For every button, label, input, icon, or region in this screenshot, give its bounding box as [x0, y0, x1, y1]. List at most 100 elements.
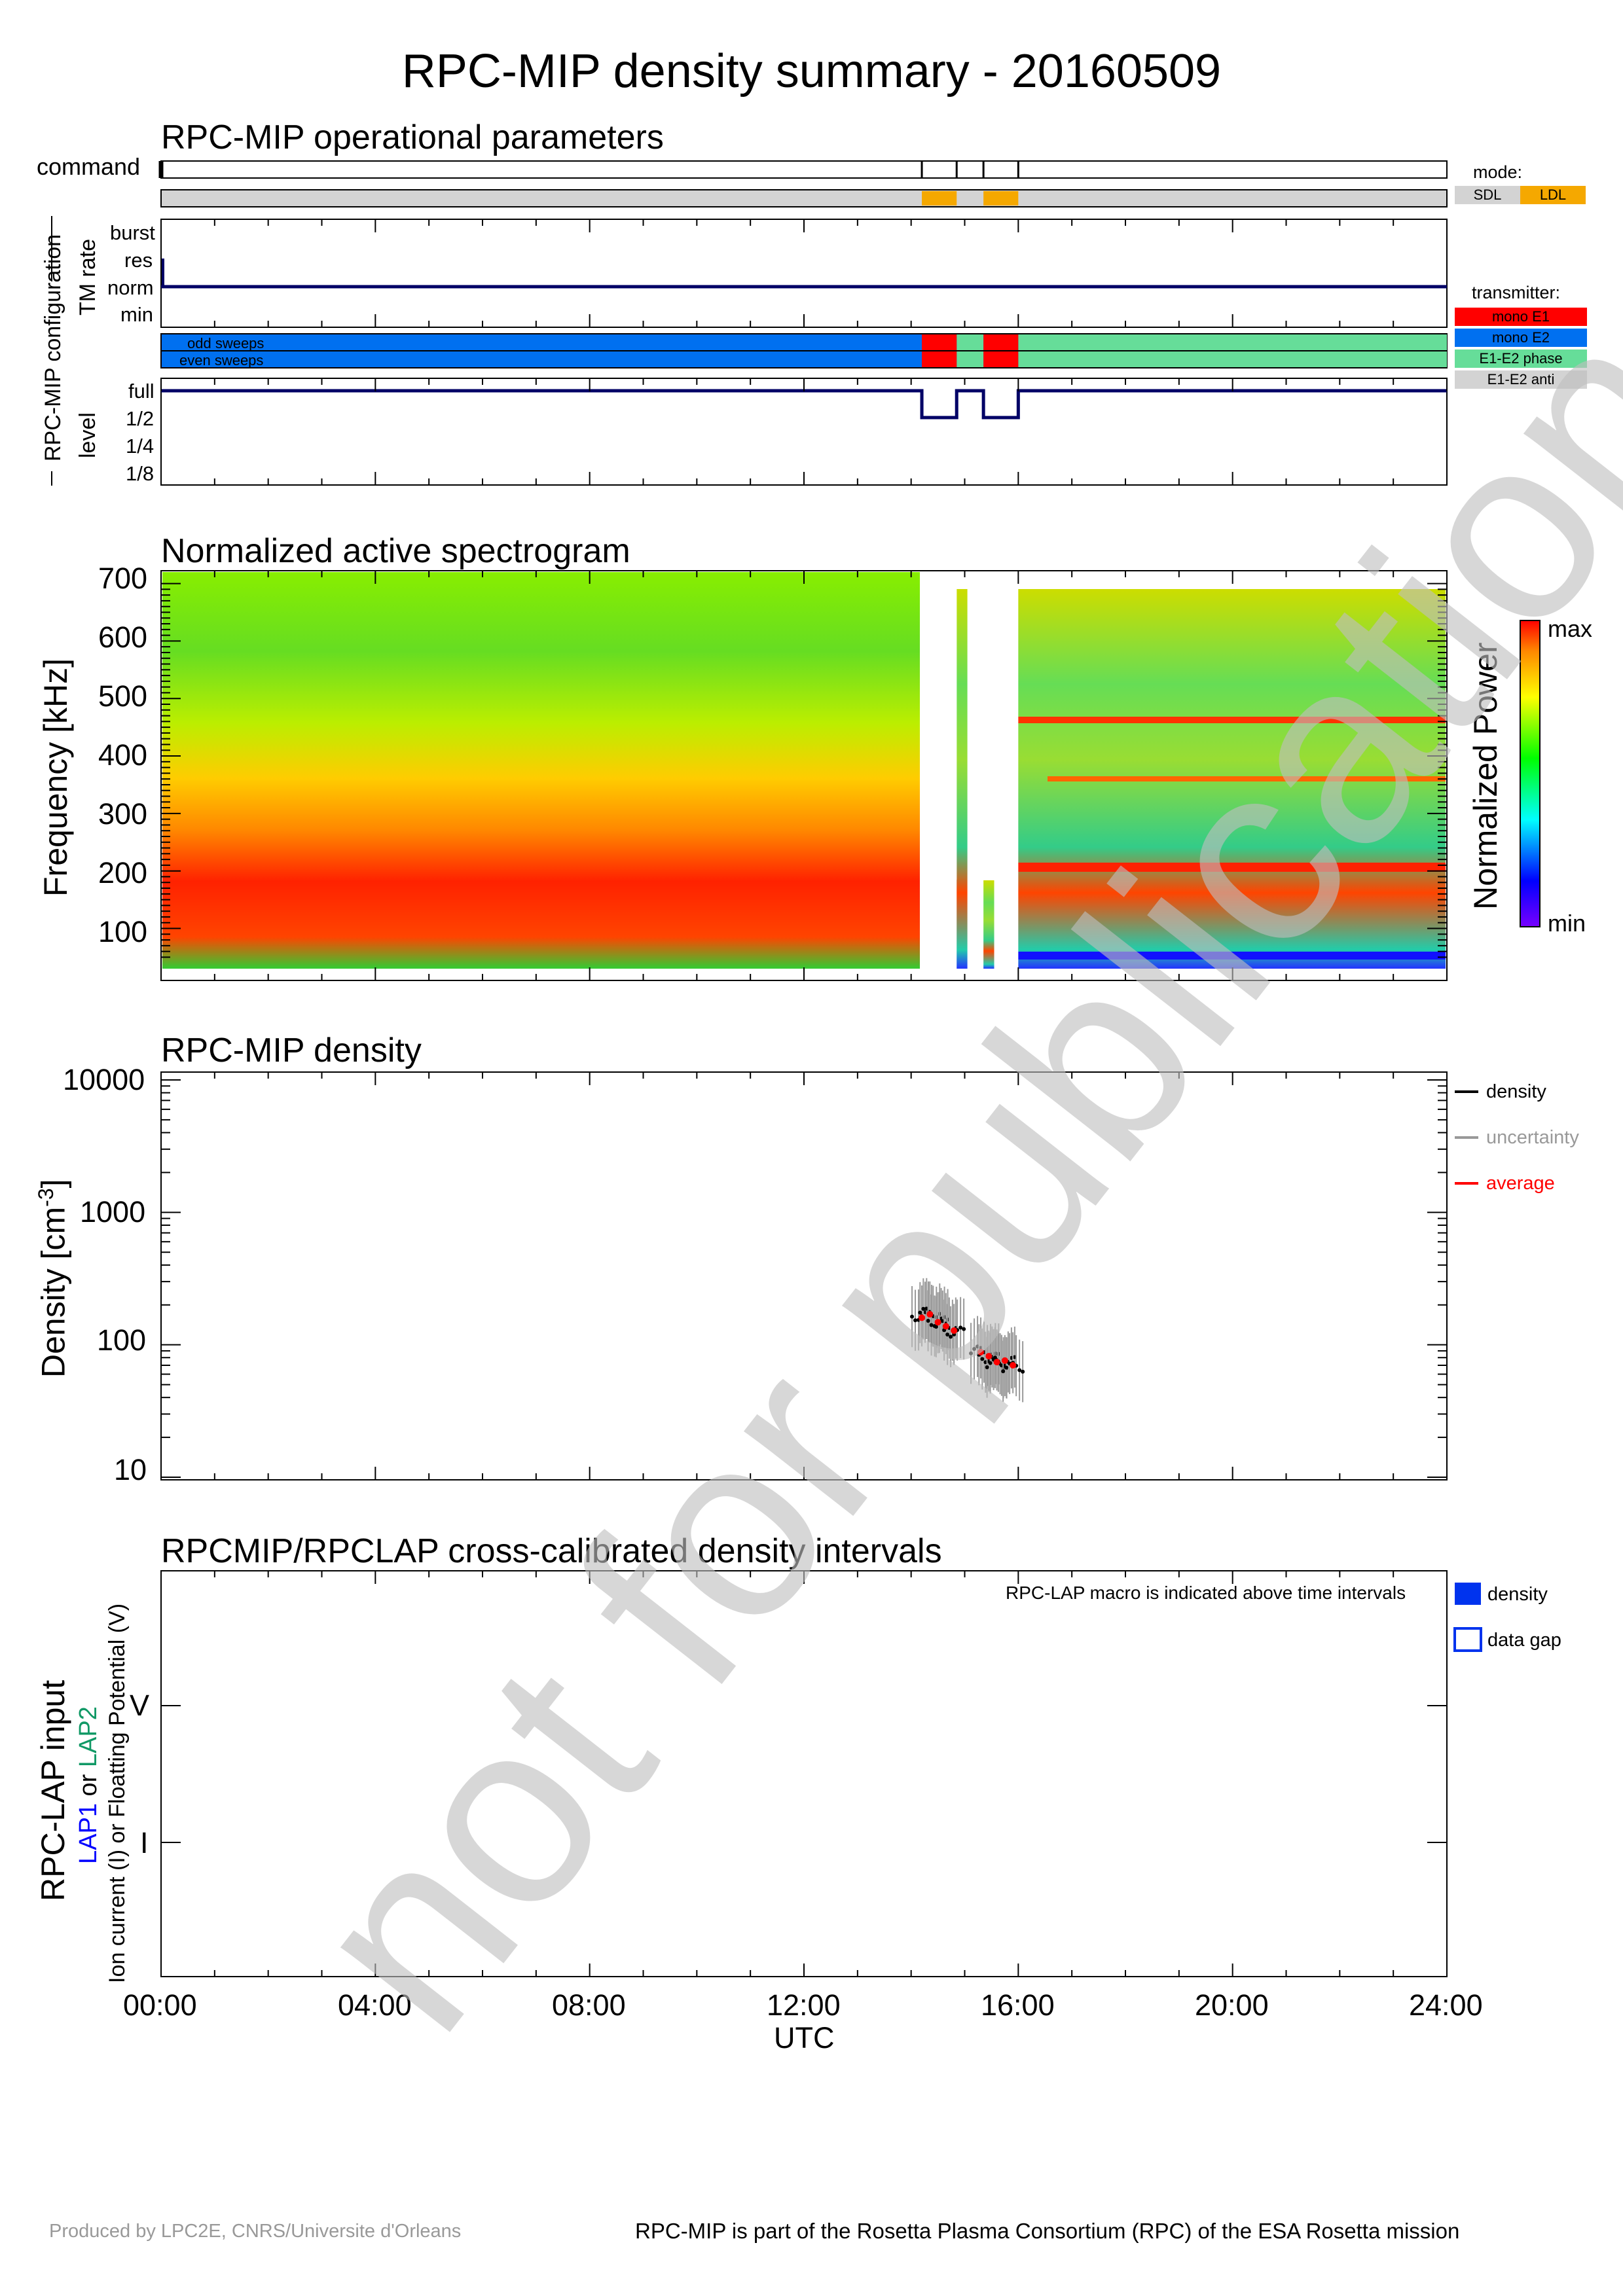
- freq-tick-500: 500: [98, 679, 148, 713]
- average-point: [977, 1348, 985, 1355]
- ldl-bar: [983, 191, 1019, 206]
- density-points: [910, 1278, 1025, 1403]
- x-axis-label: UTC: [774, 2021, 835, 2054]
- transmitter-legend-anti: E1-E2 anti: [1455, 370, 1587, 389]
- freq-tick-200: 200: [98, 856, 148, 889]
- tmrate-tick-burst: burst: [110, 221, 155, 244]
- average-point: [1001, 1357, 1008, 1364]
- lap-tick-i: I: [140, 1826, 149, 1859]
- tmrate-plot: [160, 219, 1448, 328]
- mode-legend-sdl: SDL: [1455, 186, 1520, 204]
- even-sweeps-label: even sweeps: [179, 352, 264, 368]
- x-tick-0800: 08:00: [552, 1988, 626, 2022]
- transmitter-legend-e1: mono E1: [1455, 308, 1587, 326]
- level-tick-quarter: 1/4: [126, 435, 155, 457]
- level-tick-half: 1/2: [126, 407, 155, 430]
- freq-tick-400: 400: [98, 738, 148, 772]
- density-point: [945, 1332, 950, 1336]
- sweep-intervals: [161, 334, 1447, 367]
- lap-note: RPC-LAP macro is indicated above time in…: [1006, 1583, 1406, 1603]
- level-plot: [160, 378, 1448, 486]
- density-point: [910, 1314, 915, 1319]
- density-point: [1001, 1369, 1006, 1374]
- density-point: [993, 1355, 997, 1360]
- density-point: [1004, 1365, 1009, 1370]
- average-point: [993, 1359, 1000, 1366]
- command-row: [160, 160, 1448, 179]
- density-plot-frame: [160, 1071, 1448, 1480]
- spectrogram-gap-top: [922, 572, 957, 880]
- average-point: [942, 1323, 949, 1330]
- freq-tick-600: 600: [98, 620, 148, 654]
- freq-tick-300: 300: [98, 797, 148, 831]
- density-tick-10000: 10000: [63, 1063, 145, 1096]
- panel1-title: RPC-MIP operational parameters: [161, 118, 664, 156]
- density-point: [985, 1365, 989, 1369]
- density-point: [926, 1319, 930, 1323]
- legend-uncertainty-label: uncertainty: [1486, 1127, 1579, 1148]
- spectrogram-ylabel: Frequency [kHz]: [37, 658, 74, 897]
- legend-lap-gap: data gap: [1487, 1630, 1561, 1651]
- x-tick-0000: 00:00: [123, 1988, 197, 2022]
- level-label: level: [75, 412, 100, 458]
- command-label: command: [37, 153, 141, 180]
- odd-sweeps-label: odd sweeps: [187, 335, 264, 351]
- tmrate-label: TM rate: [75, 238, 100, 315]
- density-point: [949, 1335, 953, 1339]
- legend-density-label: density: [1486, 1081, 1546, 1102]
- x-tick-0400: 04:00: [338, 1988, 412, 2022]
- config-bracket-bottom: [51, 471, 52, 486]
- lap-ylabel3: Ion current (I) or Floatting Potential (…: [105, 1603, 130, 1983]
- command-marks: [158, 161, 1019, 178]
- config-bracket-top: [51, 216, 52, 281]
- x-tick-2400: 24:00: [1409, 1988, 1483, 2022]
- x-tick-1600: 16:00: [981, 1988, 1055, 2022]
- footer-producer: Produced by LPC2E, CNRS/Universite d'Orl…: [49, 2221, 462, 2242]
- density-point: [972, 1347, 977, 1352]
- spectrogram-gap: [994, 572, 1019, 969]
- colorbar-max: max: [1548, 615, 1593, 642]
- level-line: [161, 389, 1447, 420]
- colorbar: [1520, 620, 1541, 927]
- density-tick-1000: 1000: [80, 1195, 146, 1229]
- average-point: [951, 1327, 958, 1334]
- mode-legend-ldl: LDL: [1520, 186, 1586, 204]
- ldl-intervals: [922, 191, 1019, 206]
- transmitter-legend-phase: E1-E2 phase: [1455, 350, 1587, 368]
- panel4-title: RPCMIP/RPCLAP cross-calibrated density i…: [161, 1532, 942, 1570]
- x-tick-1200: 12:00: [767, 1988, 841, 2022]
- level-tick-eighth: 1/8: [126, 462, 155, 485]
- spectrogram-gap: [967, 572, 984, 969]
- density-point: [929, 1323, 934, 1327]
- average-point: [934, 1319, 941, 1326]
- density-point: [934, 1325, 938, 1329]
- density-point: [962, 1327, 966, 1331]
- lap-tick-v: V: [130, 1689, 150, 1722]
- legend-gap-box: [1453, 1627, 1482, 1652]
- density-point: [918, 1310, 922, 1315]
- freq-tick-700: 700: [98, 562, 148, 595]
- freq-tick-100: 100: [98, 915, 148, 948]
- density-point: [921, 1306, 926, 1311]
- average-point: [985, 1353, 993, 1360]
- lap-plot-frame: [160, 1570, 1448, 1977]
- tmrate-tick-norm: norm: [107, 276, 154, 299]
- density-yticks: [161, 1079, 1447, 1478]
- lap-ylabel2: LAP1 or LAP2: [75, 1706, 102, 1864]
- panel3-title: RPC-MIP density: [161, 1031, 422, 1069]
- density-point: [913, 1318, 918, 1323]
- level-tick-full: full: [128, 380, 155, 403]
- transmitter-legend-title: transmitter:: [1472, 283, 1561, 302]
- average-point: [919, 1314, 926, 1321]
- ldl-bar: [922, 191, 957, 206]
- mode-legend-title: mode:: [1473, 162, 1523, 182]
- density-point: [988, 1361, 993, 1365]
- average-point: [926, 1311, 934, 1318]
- density-tick-100: 100: [97, 1323, 147, 1357]
- x-axis-ticks: [160, 219, 1448, 1977]
- spectrogram-lines: [922, 572, 1446, 969]
- legend-density-box: [1455, 1583, 1481, 1605]
- density-point: [980, 1357, 985, 1361]
- spectrogram-yticks: [161, 583, 1447, 958]
